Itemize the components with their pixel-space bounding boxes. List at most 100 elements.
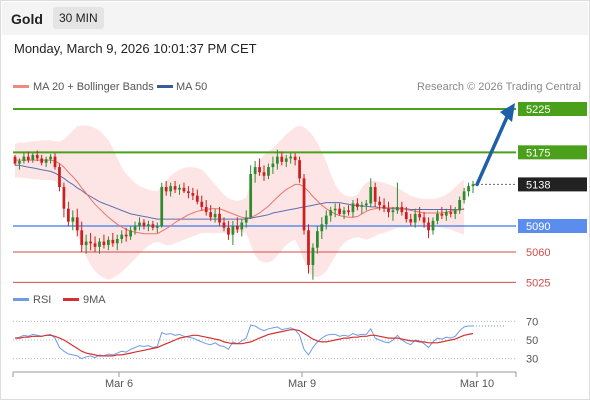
- candle-body: [378, 201, 381, 206]
- candle-body: [235, 226, 239, 230]
- candle-body: [151, 224, 155, 228]
- candle-body: [178, 187, 181, 190]
- rsi-tick-label: 70: [526, 316, 538, 328]
- candle-body: [333, 208, 337, 211]
- legend-ma20-label: MA 20 + Bollinger Bands: [33, 81, 154, 93]
- rsi-tick-label: 30: [526, 354, 538, 366]
- instrument-title: Gold: [11, 11, 43, 27]
- legend-rsi-label: RSI: [33, 294, 51, 306]
- candle-body: [138, 222, 141, 226]
- candle-body: [111, 239, 115, 244]
- candle-body: [351, 203, 355, 213]
- resistance-tag: [518, 102, 587, 116]
- candle-body: [222, 222, 226, 228]
- candle-body: [409, 219, 413, 223]
- candle-body: [218, 213, 221, 223]
- candle-body: [440, 213, 444, 216]
- candle-body: [191, 193, 195, 196]
- candle-body: [80, 230, 84, 246]
- resistance-label: 5225: [526, 104, 550, 116]
- rsi-tick-label: 50: [526, 335, 538, 347]
- candle-body: [271, 163, 275, 168]
- support-label: 5060: [526, 247, 550, 259]
- candle-body: [427, 222, 430, 231]
- candle-body: [84, 241, 88, 246]
- resistance-label: 5175: [526, 147, 550, 159]
- support-label: 5025: [526, 277, 550, 289]
- candle-body: [262, 172, 266, 176]
- candle-body: [115, 239, 119, 244]
- candle-body: [98, 241, 101, 247]
- candle-body: [107, 239, 110, 246]
- candle-body: [373, 187, 377, 202]
- candle-body: [133, 226, 137, 231]
- rsi-line: [14, 324, 473, 360]
- candle-body: [22, 156, 26, 161]
- legend-ma50-swatch: [157, 85, 173, 88]
- candle-body: [467, 186, 470, 192]
- candle-body: [124, 234, 128, 237]
- candle-body: [231, 226, 235, 235]
- candle-body: [315, 231, 319, 248]
- candle-body: [58, 167, 61, 187]
- candle-body: [418, 213, 422, 218]
- candle-body: [311, 247, 315, 265]
- x-tick-label: Mar 6: [105, 378, 133, 390]
- candle-body: [289, 156, 293, 159]
- candle-body: [195, 195, 199, 202]
- candle-body: [302, 178, 306, 231]
- candle-body: [182, 187, 186, 192]
- candle-body: [102, 241, 106, 246]
- candle-body: [324, 215, 328, 225]
- candle-body: [364, 203, 368, 206]
- candle-body: [200, 201, 204, 207]
- candle-body: [356, 203, 359, 207]
- candle-body: [249, 174, 253, 218]
- candle-body: [164, 187, 168, 192]
- candle-body: [413, 213, 417, 223]
- candle-body: [396, 206, 399, 211]
- timeframe-button[interactable]: 30 MIN: [53, 7, 104, 29]
- candle-body: [253, 167, 257, 174]
- candle-body: [13, 156, 17, 164]
- candle-body: [342, 210, 346, 214]
- candle-body: [35, 154, 39, 159]
- x-tick-label: Mar 10: [460, 378, 494, 390]
- candle-body: [40, 158, 44, 163]
- candle-body: [307, 230, 310, 265]
- candle-body: [280, 156, 284, 162]
- candle-body: [458, 200, 462, 211]
- candle-body: [147, 224, 150, 226]
- candle-body: [422, 217, 426, 223]
- candle-body: [187, 191, 190, 194]
- candle-body: [449, 212, 453, 214]
- candle-body: [284, 158, 288, 162]
- candle-body: [338, 208, 341, 214]
- candle-body: [391, 210, 395, 213]
- datetime-stamp: Monday, March 9, 2026 10:01:37 PM CET: [14, 41, 257, 56]
- bollinger-band: [15, 125, 465, 280]
- candle-body: [53, 156, 57, 168]
- candle-body: [169, 186, 173, 192]
- candle-body: [267, 167, 270, 176]
- candle-body: [453, 210, 457, 214]
- candle-body: [298, 160, 301, 179]
- candle-body: [444, 212, 448, 216]
- candle-body: [382, 205, 386, 209]
- candle-body: [293, 156, 297, 161]
- pivot-tag: [518, 219, 587, 233]
- x-tick-label: Mar 9: [288, 378, 316, 390]
- candle-body: [62, 187, 66, 209]
- legend-9ma-swatch: [63, 298, 79, 301]
- candle-body: [44, 159, 48, 163]
- candle-body: [71, 217, 75, 222]
- forecast-arrow-head: [500, 103, 515, 122]
- current-price-tag: [518, 177, 587, 192]
- candle-body: [66, 208, 70, 222]
- ma20-line: [15, 159, 465, 235]
- legend-ma20-swatch: [13, 85, 29, 88]
- candle-body: [209, 212, 213, 218]
- candle-body: [244, 217, 248, 223]
